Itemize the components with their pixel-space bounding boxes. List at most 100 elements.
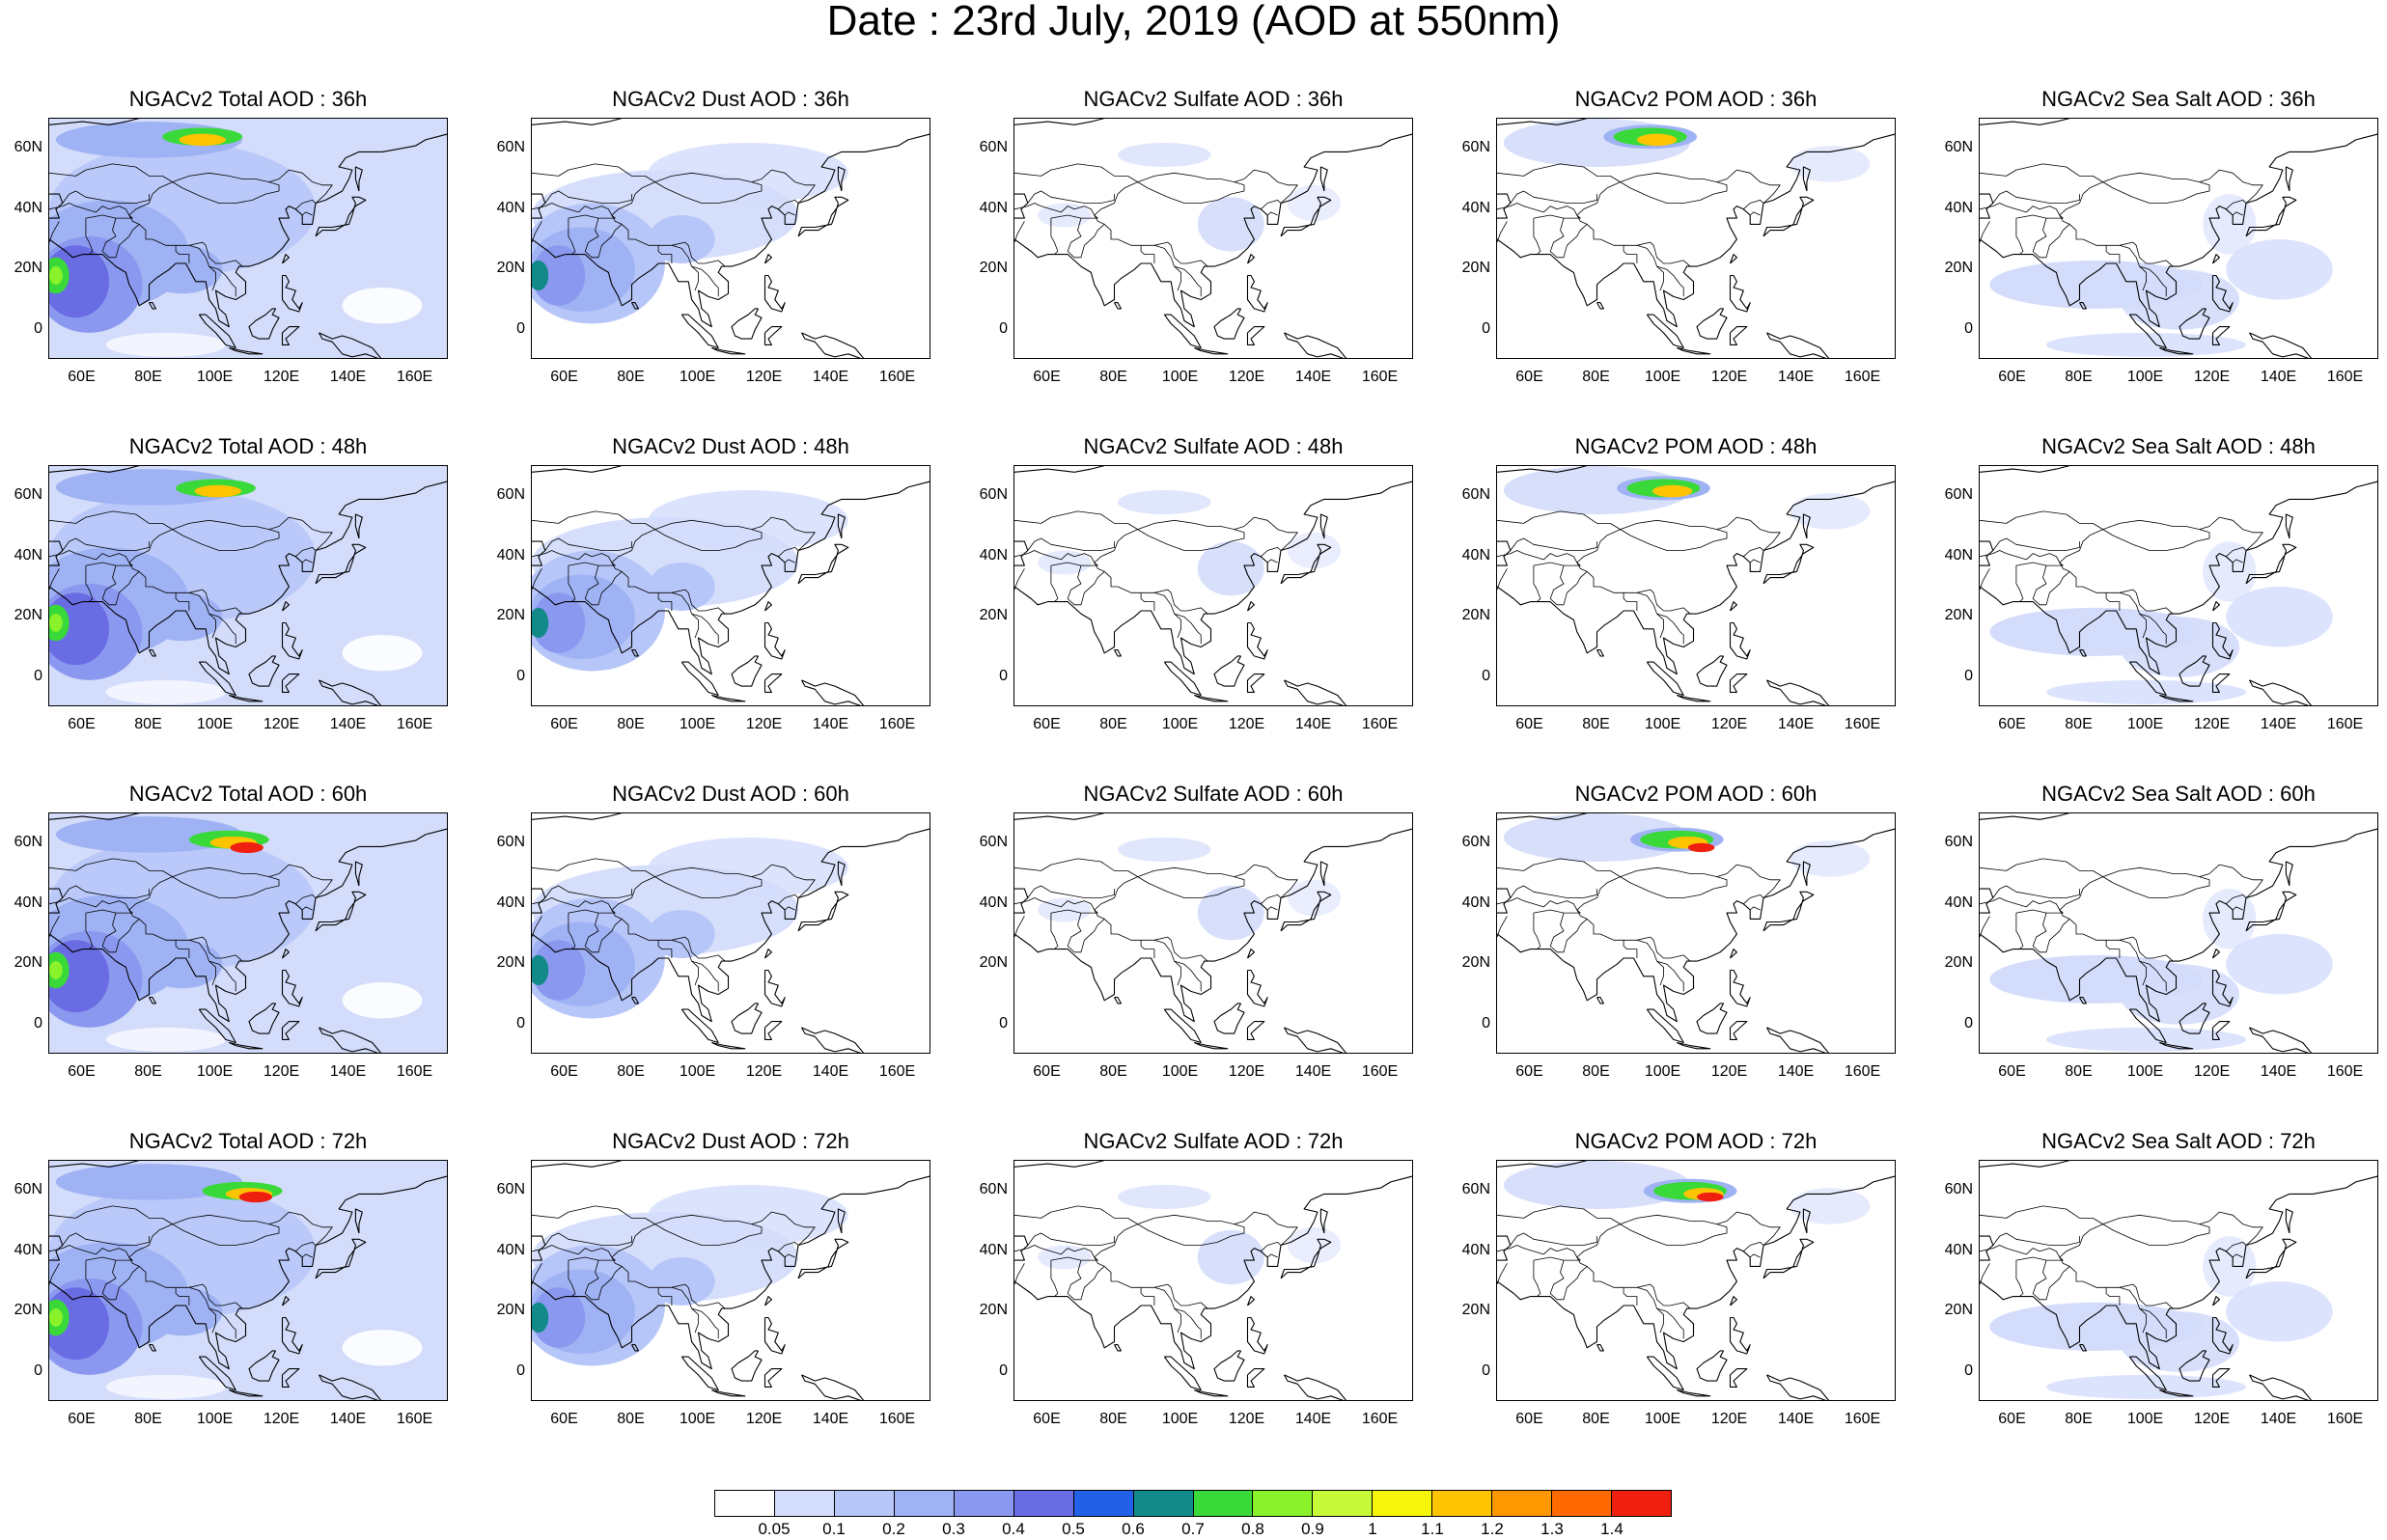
lon-tick-label: 80E — [617, 1063, 645, 1080]
aod-map-sulfate-60h — [1013, 812, 1413, 1054]
colorbar-box — [715, 1491, 775, 1516]
lon-tick-label: 160E — [1361, 369, 1399, 385]
lon-tick-label: 80E — [1099, 716, 1127, 732]
panel-title: NGACv2 Sulfate AOD : 48h — [1083, 434, 1344, 458]
colorbar-tick-label: 1.1 — [1421, 1520, 1444, 1538]
colorbar-box — [954, 1491, 1014, 1516]
lon-tick-label: 60E — [68, 1063, 96, 1080]
lon-tick-label: 120E — [1228, 1063, 1265, 1080]
colorbar-tick-label: 0.5 — [1062, 1520, 1085, 1538]
lat-tick-label: 20N — [14, 954, 42, 972]
lon-tick-label: 140E — [329, 716, 367, 732]
lon-tick-label: 140E — [1294, 369, 1332, 385]
lon-tick-label: 140E — [2260, 716, 2297, 732]
lon-tick-label: 120E — [2193, 1411, 2231, 1427]
lat-tick-label: 0 — [999, 319, 1008, 337]
aod-map-sulfate-36h — [1013, 118, 1413, 359]
lat-tick-label: 60N — [979, 834, 1008, 851]
lat-tick-label: 60N — [1461, 1181, 1490, 1198]
lat-tick-label: 40N — [1944, 894, 1973, 911]
map-canvas — [1497, 813, 1895, 1053]
colorbar-tick-label: 0.3 — [942, 1520, 965, 1538]
lon-tick-label: 160E — [878, 716, 916, 732]
lon-tick-label: 80E — [134, 369, 162, 385]
lon-tick-label: 160E — [1844, 369, 1881, 385]
lon-tick-label: 120E — [2193, 1063, 2231, 1080]
lon-tick-label: 60E — [68, 1411, 96, 1427]
lat-tick-label: 0 — [1964, 1014, 1973, 1031]
figure-title: Date : 23rd July, 2019 (AOD at 550nm) — [826, 0, 1561, 44]
colorbar-box — [1432, 1491, 1493, 1516]
colorbar-box — [1133, 1491, 1194, 1516]
lon-tick-label: 120E — [263, 1411, 300, 1427]
lon-tick-label: 140E — [1294, 1063, 1332, 1080]
lon-tick-label: 80E — [1582, 1411, 1610, 1427]
lon-tick-label: 80E — [2065, 369, 2093, 385]
lat-tick-label: 20N — [14, 1302, 42, 1319]
colorbar-box — [1373, 1491, 1433, 1516]
lon-tick-label: 100E — [196, 1411, 234, 1427]
lon-tick-label: 120E — [263, 369, 300, 385]
colorbar-tick-label: 0.8 — [1241, 1520, 1264, 1538]
lat-tick-label: 60N — [1461, 834, 1490, 851]
lat-tick-label: 40N — [979, 199, 1008, 216]
lat-tick-label: 40N — [1944, 546, 1973, 564]
panel-title: NGACv2 Sea Salt AOD : 60h — [2041, 782, 2316, 806]
map-canvas — [1014, 1161, 1412, 1400]
map-canvas — [532, 119, 930, 358]
lon-tick-label: 60E — [1998, 1063, 2026, 1080]
colorbar-tick-label: 0.1 — [822, 1520, 846, 1538]
map-canvas — [532, 466, 930, 705]
aod-map-pom-60h — [1496, 812, 1896, 1054]
lon-tick-label: 120E — [1710, 716, 1748, 732]
lat-tick-label: 0 — [1964, 319, 1973, 337]
lon-tick-label: 160E — [1844, 1063, 1881, 1080]
panel-title: NGACv2 Sea Salt AOD : 36h — [2041, 87, 2316, 111]
lon-tick-label: 80E — [1099, 369, 1127, 385]
lat-tick-label: 60N — [496, 1181, 525, 1198]
lat-tick-label: 20N — [979, 954, 1008, 972]
lon-tick-label: 100E — [679, 1411, 716, 1427]
lon-tick-label: 60E — [1998, 1411, 2026, 1427]
lat-tick-label: 60N — [1461, 139, 1490, 156]
lon-tick-label: 80E — [2065, 1063, 2093, 1080]
lon-tick-label: 100E — [2126, 369, 2164, 385]
colorbar-tick-label: 0.2 — [882, 1520, 905, 1538]
lat-tick-label: 40N — [14, 1241, 42, 1258]
lon-tick-label: 80E — [617, 1411, 645, 1427]
lon-tick-label: 140E — [1777, 716, 1815, 732]
lon-tick-label: 140E — [1294, 716, 1332, 732]
lon-tick-label: 140E — [1777, 1063, 1815, 1080]
panel-title: NGACv2 Total AOD : 36h — [128, 87, 368, 111]
map-canvas — [1980, 466, 2377, 705]
colorbar-box — [1013, 1491, 1074, 1516]
lat-tick-label: 0 — [516, 319, 525, 337]
map-panel-grid: NGACv2 Total AOD : 36h 60N 40N 20N 0 60E 80E 10… — [14, 87, 2378, 1427]
lon-tick-label: 120E — [1710, 369, 1748, 385]
lon-tick-label: 120E — [1710, 1411, 1748, 1427]
lon-tick-label: 160E — [2326, 1063, 2364, 1080]
aod-map-dust-36h — [531, 118, 930, 359]
lat-tick-label: 40N — [979, 1241, 1008, 1258]
lon-tick-label: 160E — [1844, 1411, 1881, 1427]
lon-tick-label: 100E — [1644, 1063, 1681, 1080]
lon-tick-label: 60E — [550, 369, 578, 385]
colorbar-box — [834, 1491, 895, 1516]
lat-tick-label: 0 — [516, 1014, 525, 1031]
lon-tick-label: 140E — [329, 369, 367, 385]
map-canvas — [1980, 119, 2377, 358]
lon-tick-label: 80E — [2065, 1411, 2093, 1427]
panel-title: NGACv2 Sulfate AOD : 60h — [1083, 782, 1344, 806]
lat-tick-label: 60N — [1944, 486, 1973, 504]
colorbar-tick-label: 0.05 — [758, 1520, 791, 1538]
lon-tick-label: 80E — [134, 1063, 162, 1080]
lat-tick-label: 20N — [14, 260, 42, 277]
lat-tick-label: 20N — [14, 607, 42, 624]
colorbar-box — [774, 1491, 835, 1516]
lon-tick-label: 60E — [1033, 1411, 1061, 1427]
lon-tick-label: 60E — [550, 716, 578, 732]
lon-tick-label: 160E — [2326, 1411, 2364, 1427]
panel-title: NGACv2 Sea Salt AOD : 72h — [2041, 1129, 2316, 1153]
lat-tick-label: 40N — [1461, 1241, 1490, 1258]
lon-tick-label: 100E — [196, 716, 234, 732]
